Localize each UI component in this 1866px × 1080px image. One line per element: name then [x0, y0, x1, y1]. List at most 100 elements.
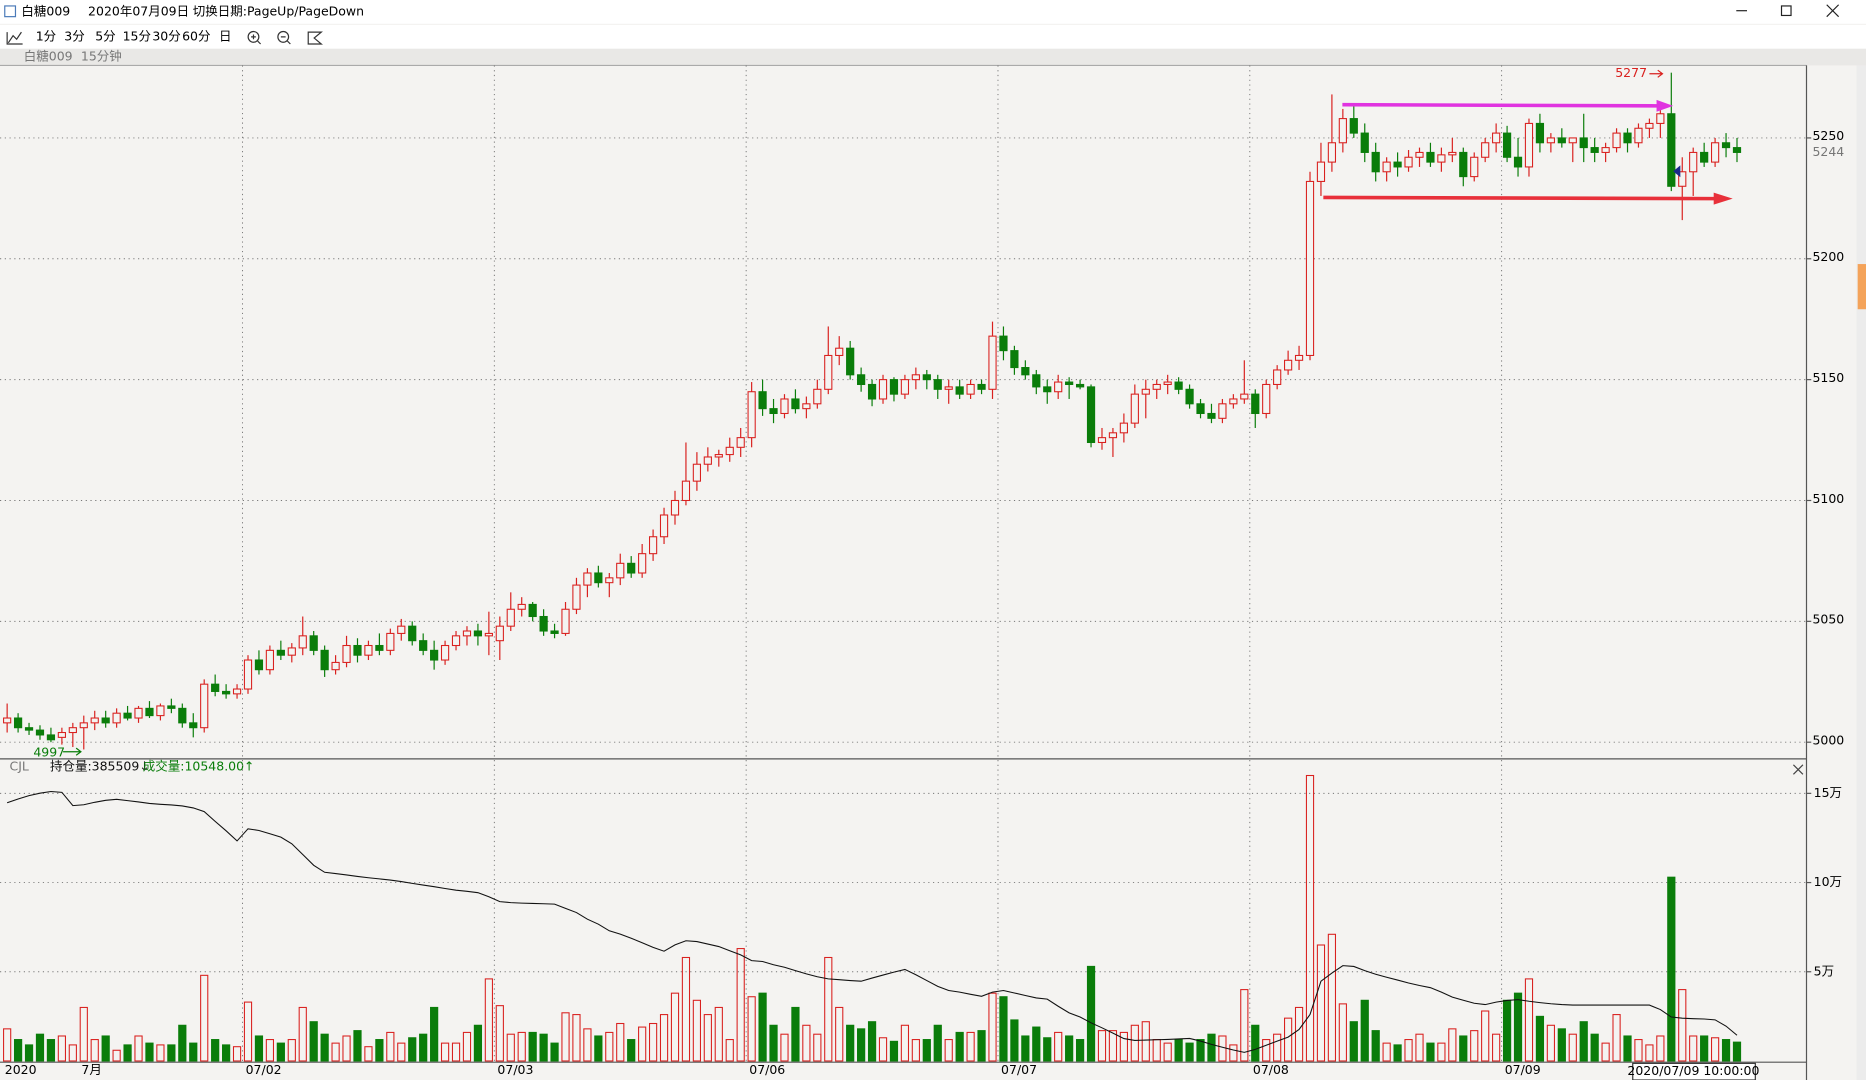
volume-bar [1294, 1006, 1304, 1062]
period-button[interactable]: 5分 [95, 28, 115, 43]
candle-body [79, 722, 88, 729]
zoom-out-minus [280, 36, 291, 45]
candle-body [955, 386, 964, 395]
volume-bar [1119, 1031, 1128, 1062]
volume-bar [1032, 1026, 1041, 1062]
candle-body [813, 388, 822, 405]
volume-bar [1021, 1035, 1030, 1062]
volume-bar [1470, 1030, 1479, 1062]
candle-body [539, 615, 548, 632]
volume-bar [123, 1044, 132, 1062]
candle-body [1075, 383, 1085, 388]
volume-bar [287, 1039, 296, 1062]
volume-bar [419, 1033, 428, 1062]
candle-body [659, 514, 669, 538]
candle-body [232, 688, 242, 695]
sub-header [0, 48, 1866, 66]
close-button[interactable] [1826, 4, 1840, 18]
x-tick-label: 07/09 [1505, 1062, 1541, 1077]
period-button[interactable]: 日 [219, 28, 231, 43]
period-button[interactable]: 1分 [36, 28, 56, 43]
period-button[interactable]: 15分 [123, 28, 151, 43]
restore-button[interactable] [1780, 5, 1792, 17]
drawn-arrow-magenta[interactable] [1342, 102, 1658, 108]
candle-body [1251, 393, 1260, 415]
candle-body [1043, 386, 1052, 393]
volume-bar [1382, 1042, 1391, 1062]
candle-body [178, 707, 187, 724]
high-annotation: 5277 [1615, 65, 1647, 80]
candle-body [681, 480, 691, 502]
candle-body [1557, 137, 1566, 144]
candle-body [1535, 122, 1545, 144]
volume-bar [747, 996, 756, 1062]
volume-bar [320, 1033, 329, 1062]
volume-bar [1273, 1033, 1282, 1062]
volume-bar [1623, 1035, 1632, 1062]
volume-bar [408, 1037, 417, 1062]
candle-body [1108, 432, 1118, 439]
candle-body [3, 717, 12, 724]
candle-body [1174, 381, 1183, 390]
indicator-close[interactable] [1792, 764, 1804, 775]
indicator-name: CJL [10, 759, 29, 774]
volume-bar [670, 992, 680, 1062]
volume-bar [1546, 1024, 1555, 1062]
zoom-in-plus [251, 34, 262, 45]
zoom-in-icon[interactable] [247, 30, 260, 43]
zoom-out-icon[interactable] [277, 30, 290, 43]
drawn-arrow-red[interactable] [1323, 195, 1715, 201]
volume-bar [561, 1012, 570, 1062]
app-icon [4, 5, 17, 18]
low-arrow [63, 747, 82, 756]
candle-body [824, 354, 833, 390]
candle-body [364, 644, 373, 656]
candle-body [1196, 403, 1205, 415]
period-button[interactable]: 30分 [152, 28, 180, 43]
instrument-label: 白糖009 [24, 49, 73, 64]
candle-body [265, 649, 275, 671]
volume-bar [1732, 1041, 1742, 1062]
volume-bar [1415, 1033, 1424, 1062]
scrollbar[interactable] [1856, 65, 1866, 1080]
volume-bar [24, 1044, 34, 1062]
volume-bar [1459, 1035, 1468, 1062]
candle-body [627, 562, 636, 574]
candle-body [922, 374, 931, 381]
volume-bar [1448, 1028, 1457, 1062]
volume-bar [550, 1042, 559, 1062]
candle-body [1229, 398, 1238, 405]
volume-bar [13, 1039, 23, 1062]
candle-body [430, 649, 439, 661]
volume-bar [780, 1033, 789, 1062]
candle-body [692, 463, 701, 482]
scroll-thumb[interactable] [1857, 264, 1866, 310]
volume-bar [1086, 965, 1096, 1062]
x-tick-label: 07/02 [246, 1062, 282, 1077]
volume-bar [1010, 1019, 1019, 1062]
volume-tick-label: 10万 [1814, 874, 1842, 889]
volume-bar [430, 1006, 439, 1062]
candle-body [1459, 151, 1468, 178]
chart-type-icon[interactable] [6, 31, 23, 45]
candle-body [1721, 142, 1731, 149]
candle-body [1579, 137, 1588, 149]
volume-bar [1284, 1017, 1293, 1062]
window-date: 2020年07月09日 [88, 3, 189, 18]
settings-icon[interactable] [307, 31, 323, 45]
candle-body [1185, 388, 1194, 405]
candle-body [758, 391, 767, 410]
candle-body [397, 625, 406, 634]
volume-bar [1645, 1044, 1654, 1062]
candle-body [408, 625, 417, 642]
period-button[interactable]: 60分 [182, 28, 210, 43]
candle-body [167, 705, 176, 709]
candle-body [1130, 393, 1139, 424]
volume-bar [1163, 1042, 1172, 1062]
volume-bar [232, 1046, 242, 1062]
candle-body [462, 630, 472, 637]
period-button[interactable]: 3分 [64, 28, 84, 43]
volume-bar [145, 1042, 154, 1062]
volume-bar [758, 992, 767, 1062]
